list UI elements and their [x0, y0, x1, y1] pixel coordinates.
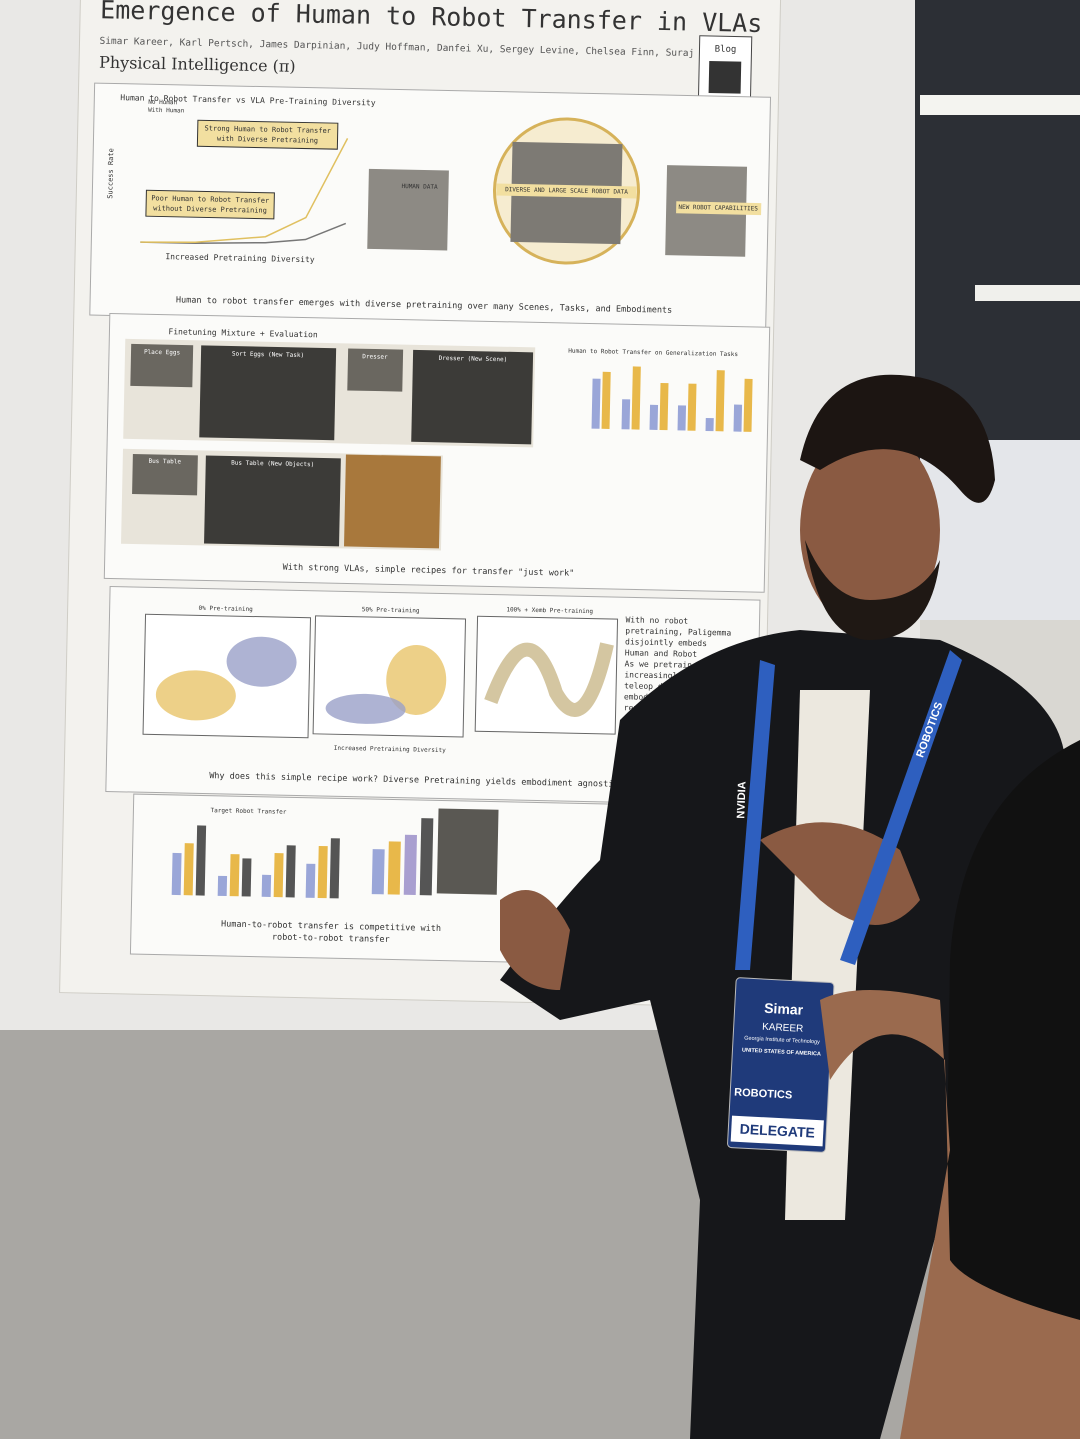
chart-title: Human to Robot Transfer on Generalizatio… [568, 348, 738, 359]
badge-event: ROBOTICS [734, 1087, 793, 1102]
callout-text: Poor Human to Robot Transfer [151, 194, 269, 204]
cluster [484, 642, 614, 717]
badge-country: UNITED STATES OF AMERICA [742, 1047, 821, 1057]
legend-entry: No Human [148, 99, 177, 107]
qr-pattern [708, 60, 742, 94]
cluster [155, 670, 236, 721]
photo [436, 808, 499, 895]
badge-first-name: Simar [764, 1000, 804, 1018]
foreground-person [945, 740, 1080, 1330]
plot-title: 100% + Xemb Pre-training [506, 606, 593, 615]
lanyard-text: NVIDIA [735, 781, 748, 819]
badge: Simar KAREER Georgia Institute of Techno… [727, 977, 835, 1153]
ceiling-light [975, 285, 1080, 301]
legend-entry: With Human [148, 107, 185, 115]
person-hair [800, 374, 995, 503]
photo [347, 348, 404, 392]
diagram-label: HUMAN DATA [401, 183, 438, 191]
badge-role: DELEGATE [739, 1121, 815, 1141]
axis-label: Increased Pretraining Diversity [334, 745, 446, 754]
panel-caption: Human-to-robot transfer is competitive w… [221, 919, 441, 934]
qr-label: Blog [715, 45, 737, 55]
person-hand [500, 890, 570, 990]
callout [145, 189, 275, 220]
decorative-bars [171, 818, 434, 899]
cluster [226, 636, 297, 687]
person-beard [805, 540, 940, 640]
poster-affiliation: Physical Intelligence (π) [99, 53, 296, 76]
tile-label: Bus Table (New Objects) [231, 460, 314, 469]
decorative-bars [591, 366, 753, 432]
diagram-label: DIVERSE AND LARGE SCALE ROBOT DATA [505, 186, 628, 196]
axis-label: Success Rate [106, 148, 115, 199]
poster: Emergence of Human to Robot Transfer in … [59, 0, 782, 1008]
photo [204, 455, 341, 547]
photo [344, 454, 441, 549]
diagram-label-box [676, 201, 762, 216]
tile-label: Sort Eggs (New Task) [232, 351, 304, 360]
callout [196, 119, 339, 150]
diagram-label: NEW ROBOT CAPABILITIES [678, 204, 758, 213]
callout-text: Strong Human to Robot Transfer [204, 124, 331, 135]
photo-collage [367, 168, 449, 251]
photo [199, 345, 337, 441]
panel-heading: Finetuning Mixture + Evaluation [168, 327, 318, 339]
foreground-arm [820, 990, 1080, 1439]
callout-text: with Diverse Pretraining [217, 135, 318, 145]
cluster [325, 693, 406, 724]
lanyard [840, 650, 962, 965]
tile-label: Bus Table [148, 458, 181, 466]
photo [411, 349, 534, 445]
photo [130, 343, 194, 388]
tile-label: Dresser [362, 353, 388, 361]
tile-label: Dresser (New Scene) [439, 355, 508, 363]
plot-title: 50% Pre-training [362, 606, 420, 614]
decorative-line [140, 138, 349, 243]
axis-label: Increased Pretraining Diversity [165, 252, 315, 264]
person-face [800, 430, 940, 630]
diagram-label-box [496, 183, 637, 199]
callout-text: without Diverse Pretraining [153, 204, 267, 214]
plot-title: 0% Pre-training [199, 605, 254, 613]
tile-label: Place Eggs [144, 349, 181, 357]
photo [132, 453, 198, 496]
lanyard [735, 660, 775, 970]
chart-title: Target Robot Transfer [210, 807, 286, 816]
cluster [386, 644, 447, 715]
badge-institution: Georgia Institute of Technology [744, 1036, 820, 1046]
ceiling-light [920, 95, 1080, 115]
panel-caption: robot-to-robot transfer [272, 932, 390, 944]
badge-last-name: KAREER [762, 1022, 804, 1035]
badge-role-box [730, 1115, 824, 1147]
